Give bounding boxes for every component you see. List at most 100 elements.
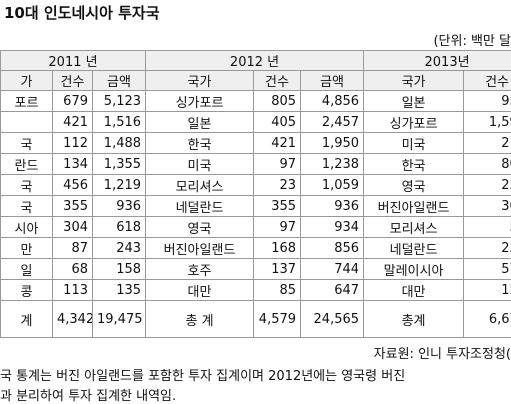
total-label: 총 계 — [146, 301, 254, 338]
country-cell: 영국 — [146, 217, 254, 238]
country-cell: 싱가포르 — [364, 112, 464, 133]
number-cell: 805 — [254, 91, 301, 112]
country-cell: 한국 — [146, 133, 254, 154]
number-cell: 807 — [464, 154, 511, 175]
table-row: 만87243버진아일랜드168856네덜란드233 — [1, 238, 511, 259]
number-cell: 304 — [53, 217, 93, 238]
country-cell: 미국 — [146, 154, 254, 175]
note: 과 분리하여 투자 집계한 내역임. — [0, 385, 176, 404]
number-cell: 744 — [301, 259, 364, 280]
number-cell: 1,238 — [301, 154, 364, 175]
column-header: 국가 — [364, 71, 464, 91]
number-cell: 85 — [254, 280, 301, 301]
number-cell: 87 — [53, 238, 93, 259]
number-cell: 113 — [53, 280, 93, 301]
column-header: 금액 — [301, 71, 364, 91]
note: 국 통계는 버진 아일랜드를 포함한 투자 집계이며 2012년에는 영국령 버… — [0, 365, 405, 384]
number-cell: 456 — [53, 175, 93, 196]
year-header: 2013년 — [364, 51, 511, 71]
country-cell: 한국 — [364, 154, 464, 175]
number-cell: 137 — [254, 259, 301, 280]
country-cell: 콩 — [1, 280, 53, 301]
number-cell: 158 — [464, 280, 511, 301]
country-cell: 영국 — [364, 175, 464, 196]
country-cell: 미국 — [364, 133, 464, 154]
number-cell: 1,950 — [301, 133, 364, 154]
total-cell: 19,475 — [93, 301, 146, 338]
country-cell: 말레이시아 — [364, 259, 464, 280]
table-body: 포르6795,123싱가포르8054,856일본9584211,516일본405… — [1, 91, 511, 338]
country-cell: 네덜란드 — [364, 238, 464, 259]
country-cell: 일본 — [364, 91, 464, 112]
column-header: 가 — [1, 71, 53, 91]
number-cell: 97 — [254, 154, 301, 175]
number-cell: 618 — [93, 217, 146, 238]
number-cell: 307 — [464, 196, 511, 217]
column-header: 국가 — [146, 71, 254, 91]
number-cell: 1,488 — [93, 133, 146, 154]
total-cell: 4,342 — [53, 301, 93, 338]
number-cell: 1,059 — [301, 175, 364, 196]
number-cell: 68 — [53, 259, 93, 280]
year-header: 2011 년 — [1, 51, 146, 71]
number-cell: 647 — [301, 280, 364, 301]
country-cell: 호주 — [146, 259, 254, 280]
country-cell: 모리셔스 — [146, 175, 254, 196]
number-cell: 1,516 — [93, 112, 146, 133]
number-cell: 936 — [301, 196, 364, 217]
number-cell: 135 — [93, 280, 146, 301]
country-cell: 포르 — [1, 91, 53, 112]
number-cell: 210 — [464, 133, 511, 154]
country-cell: 싱가포르 — [146, 91, 254, 112]
column-header: 금액 — [93, 71, 146, 91]
number-cell: 158 — [93, 259, 146, 280]
number-cell: 679 — [53, 91, 93, 112]
total-cell: 6,672 — [464, 301, 511, 338]
country-cell: 시아 — [1, 217, 53, 238]
number-cell: 958 — [464, 91, 511, 112]
number-cell: 112 — [53, 133, 93, 154]
country-cell: 국 — [1, 175, 53, 196]
number-cell: 233 — [464, 238, 511, 259]
number-cell: 421 — [53, 112, 93, 133]
number-cell: 405 — [254, 112, 301, 133]
total-cell: 4,579 — [254, 301, 301, 338]
number-cell: 355 — [254, 196, 301, 217]
country-cell: 버진아일랜드 — [364, 196, 464, 217]
country-cell: 일 — [1, 259, 53, 280]
number-cell: 134 — [53, 154, 93, 175]
number-cell: 55 — [464, 217, 511, 238]
country-cell: 국 — [1, 196, 53, 217]
number-cell: 574 — [464, 259, 511, 280]
number-cell: 1,355 — [93, 154, 146, 175]
title: 10대 인도네시아 투자국 — [4, 2, 160, 23]
number-cell: 355 — [53, 196, 93, 217]
number-cell: 243 — [93, 238, 146, 259]
number-cell: 231 — [464, 175, 511, 196]
country-cell: 네덜란드 — [146, 196, 254, 217]
column-header: 건수 — [53, 71, 93, 91]
total-label: 총계 — [364, 301, 464, 338]
column-header: 건수 — [464, 71, 511, 91]
column-header: 건수 — [254, 71, 301, 91]
number-cell: 1,219 — [93, 175, 146, 196]
country-cell: 버진아일랜드 — [146, 238, 254, 259]
number-cell: 168 — [254, 238, 301, 259]
country-cell: 국 — [1, 133, 53, 154]
country-cell: 란드 — [1, 154, 53, 175]
number-cell: 934 — [301, 217, 364, 238]
country-cell: 모리셔스 — [364, 217, 464, 238]
total-cell: 24,565 — [301, 301, 364, 338]
country-cell: 대만 — [364, 280, 464, 301]
